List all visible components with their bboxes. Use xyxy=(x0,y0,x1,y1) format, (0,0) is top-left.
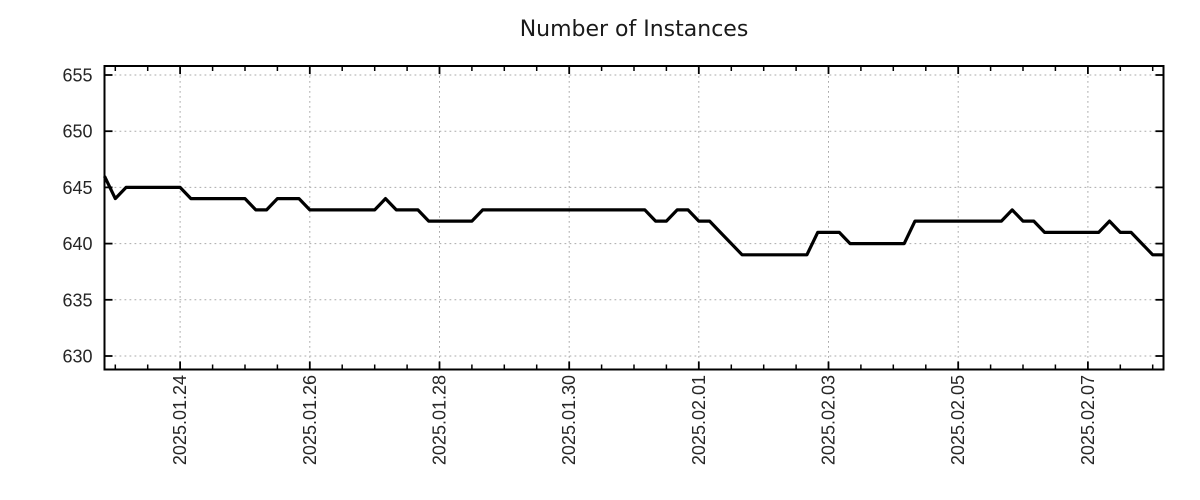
x-tick-label: 2025.01.24 xyxy=(170,375,190,465)
x-tick-label: 2025.02.07 xyxy=(1078,375,1098,465)
x-tick-label: 2025.01.26 xyxy=(300,375,320,465)
x-tick-label: 2025.01.30 xyxy=(559,375,579,465)
chart-title: Number of Instances xyxy=(519,17,749,42)
x-tick-label: 2025.02.05 xyxy=(948,375,968,465)
x-tick-label: 2025.02.01 xyxy=(689,375,709,465)
x-tick-label: 2025.02.03 xyxy=(819,375,839,465)
y-tick-label: 630 xyxy=(62,347,92,367)
data-line xyxy=(103,175,1164,257)
y-tick-label: 655 xyxy=(62,66,92,86)
plot-border xyxy=(103,65,1165,371)
y-tick-label: 635 xyxy=(62,290,92,310)
x-tick-label: 2025.01.28 xyxy=(430,375,450,465)
y-tick-label: 650 xyxy=(62,122,92,142)
y-tick-label: 640 xyxy=(62,234,92,254)
y-tick-label: 645 xyxy=(62,178,92,198)
